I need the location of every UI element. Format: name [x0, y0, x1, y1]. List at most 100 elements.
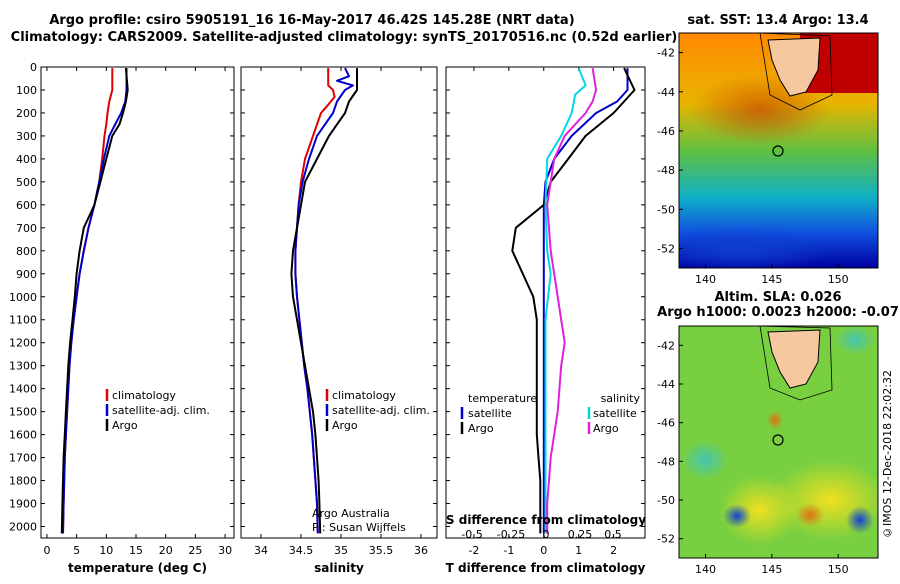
y-tick-label: 2000: [9, 521, 37, 534]
y-tick-label: 700: [16, 222, 37, 235]
sla-low-blob: [723, 504, 751, 528]
map-x-tick-label: 150: [828, 563, 849, 576]
salinity-tick-label: -0.5: [461, 528, 482, 541]
legend-label: satellite: [468, 407, 512, 420]
map-x-tick-label: 145: [761, 563, 782, 576]
sla-map-frame: [678, 325, 879, 559]
tasmania-land-2: [767, 329, 821, 389]
y-tick-label: 100: [16, 84, 37, 97]
map-x-tick-label: 140: [695, 273, 716, 286]
salinity-tick-label: 0: [543, 528, 550, 541]
y-tick-label: 1100: [9, 314, 37, 327]
x-tick-label: 35.5: [369, 544, 394, 557]
salinity-tick-label: 0.5: [604, 528, 622, 541]
y-tick-label: 1200: [9, 337, 37, 350]
y-tick-label: 1400: [9, 383, 37, 396]
y-tick-label: 1900: [9, 498, 37, 511]
difference-series-2: [544, 67, 587, 534]
y-tick-label: 1300: [9, 360, 37, 373]
map-y-tick-label: -48: [657, 455, 675, 468]
temperature-xlabel: temperature (deg C): [68, 561, 207, 575]
salinity-frame: [240, 66, 438, 539]
x-tick-label: 36: [414, 544, 428, 557]
map-y-tick-label: -52: [657, 242, 675, 255]
x-tick-label: 20: [159, 544, 173, 557]
y-tick-label: 1500: [9, 406, 37, 419]
salinity-tick-label: 0.25: [568, 528, 593, 541]
x-tick-label: 30: [218, 544, 232, 557]
map-x-tick-label: 150: [828, 273, 849, 286]
map-y-tick-label: -48: [657, 164, 675, 177]
legend-salinity-title: salinity: [601, 392, 641, 405]
salinity-diff-label: S difference from climatology: [446, 513, 646, 527]
difference-xlabel: T difference from climatology: [446, 561, 646, 575]
temperature-panel: 0100200300400500600700800900100011001200…: [9, 61, 235, 575]
attribution-line-2: PI: Susan Wijffels: [312, 521, 406, 534]
salinity-series-2: [290, 68, 358, 534]
legend-label: satellite-adj. clim.: [112, 404, 210, 417]
x-tick-label: 34.5: [289, 544, 314, 557]
salinity-tick-label: -0.25: [497, 528, 525, 541]
temperature-series-1: [62, 68, 128, 534]
title-line-1: Argo profile: csiro 5905191_16 16-May-20…: [49, 13, 574, 28]
x-tick-label: 25: [188, 544, 202, 557]
map-x-tick-label: 145: [761, 273, 782, 286]
y-tick-label: 500: [16, 176, 37, 189]
salinity-xlabel: salinity: [314, 561, 364, 575]
map-y-tick-label: -42: [657, 47, 675, 60]
tasmania-land: [767, 37, 821, 97]
sla-low-blob-3: [681, 440, 729, 480]
sla-peak-blob-2: [767, 410, 783, 430]
sla-low-blob-2: [846, 506, 874, 534]
sla-low-blob-4: [835, 326, 875, 355]
y-tick-label: 1000: [9, 291, 37, 304]
x-tick-label: 5: [73, 544, 80, 557]
sla-peak-blob: [796, 503, 824, 527]
x-tick-label: 1: [575, 544, 582, 557]
legend-label: satellite: [593, 407, 637, 420]
temperature-frame: [40, 66, 235, 539]
map-y-tick-label: -50: [657, 203, 675, 216]
map-y-tick-label: -46: [657, 417, 675, 430]
y-tick-label: 1600: [9, 429, 37, 442]
shelf-contour-2: [759, 326, 833, 401]
legend-label: Argo: [468, 422, 494, 435]
sla-map-title-2: Argo h1000: 0.0023 h2000: -0.07: [657, 305, 899, 320]
x-tick-label: 0: [540, 544, 547, 557]
title-line-2: Climatology: CARS2009. Satellite-adjuste…: [11, 30, 678, 45]
map-y-tick-label: -44: [657, 86, 675, 99]
legend-label: climatology: [332, 389, 396, 402]
x-tick-label: 15: [129, 544, 143, 557]
x-tick-label: 2: [610, 544, 617, 557]
x-tick-label: 34: [254, 544, 268, 557]
y-tick-label: 900: [16, 268, 37, 281]
temperature-series-2: [60, 68, 129, 534]
map-y-tick-label: -50: [657, 494, 675, 507]
argo-location-marker: [772, 145, 784, 157]
y-tick-label: 300: [16, 130, 37, 143]
argo-location-marker-2: [772, 434, 784, 446]
difference-panel: -2 -1 0 1 2 T difference from climatology temp…: [445, 66, 646, 575]
sla-map-axes: 140 145 150 -42 -44 -46 -48 -50 -52: [657, 339, 849, 576]
sst-map-frame: [678, 32, 879, 269]
sst-map-axes: 140 145 150 -42 -44 -46 -48 -50 -52: [657, 47, 849, 286]
difference-frame: [445, 66, 646, 539]
shelf-contour: [759, 33, 833, 111]
y-tick-label: 1800: [9, 475, 37, 488]
map-y-tick-label: -42: [657, 339, 675, 352]
y-tick-label: 0: [30, 61, 37, 74]
y-tick-label: 400: [16, 153, 37, 166]
map-x-tick-label: 140: [695, 563, 716, 576]
difference-series-1: [511, 67, 636, 534]
map-y-tick-label: -44: [657, 378, 675, 391]
temperature-series-0: [62, 68, 114, 534]
sst-map-title: sat. SST: 13.4 Argo: 13.4: [687, 13, 868, 28]
x-tick-label: 35: [334, 544, 348, 557]
y-tick-label: 1700: [9, 452, 37, 465]
salinity-panel: 34 34.5 35 35.5 36 salinity climatology satelli…: [240, 66, 438, 575]
salinity-series-1: [294, 67, 354, 534]
attribution-line-1: Argo Australia: [312, 507, 390, 520]
x-tick-label: -1: [503, 544, 514, 557]
